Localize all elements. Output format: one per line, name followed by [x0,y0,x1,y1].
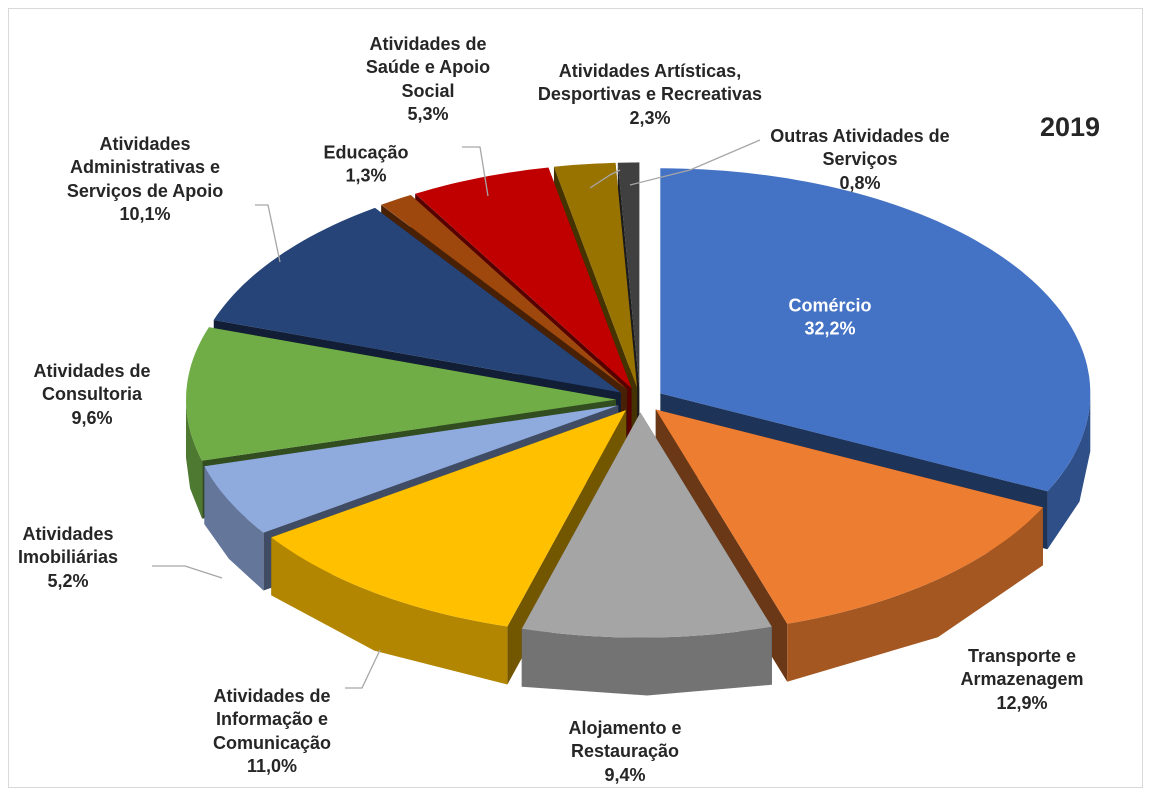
category-label: Educação [323,142,409,163]
slice-label: Atividades de Informação e Comunicação 11… [172,685,372,779]
slice-label: Atividades Artísticas, Desportivas e Rec… [525,60,775,130]
chart-frame [8,8,1143,788]
category-label: Alojamento e Restauração [568,717,682,762]
value-label: 10,1% [119,204,171,225]
leader-line [589,169,621,189]
slice-wall [521,626,772,696]
category-label: Atividades Imobiliárias [17,523,119,568]
slice [660,168,1091,492]
slice-label: Alojamento e Restauração 9,4% [525,717,725,787]
value-label: 12,9% [996,692,1048,713]
value-label: 2,3% [629,107,671,128]
slice-label: Atividades de Saúde e Apoio Social 5,3% [343,33,513,127]
leader-line [345,649,381,689]
category-label: Atividades Artísticas, Desportivas e Rec… [537,60,763,105]
chart-title: 2019 [1040,112,1101,142]
leader-line [152,565,223,579]
category-label: Atividades de Saúde e Apoio Social [365,34,491,101]
value-label: 5,3% [407,104,449,125]
slice-wall [186,399,203,519]
slice-label: Educação 1,3% [306,142,426,189]
slice-wall [204,466,264,591]
category-label: Atividades Administrativas e Serviços de… [66,134,224,201]
leader-line [462,146,489,197]
category-label: Comércio [788,295,872,316]
value-label: 9,4% [604,764,646,785]
slice [655,409,1043,624]
category-label: Atividades de Consultoria [33,360,151,405]
leader-line [629,139,761,186]
slice-wall [271,537,508,685]
value-label: 9,6% [71,407,113,428]
category-label: Outras Atividades de Serviços [770,125,950,170]
slice-label: Transporte e Armazenagem 12,9% [932,645,1112,715]
slice-label: Atividades Administrativas e Serviços de… [30,133,260,227]
slice-label: Outras Atividades de Serviços 0,8% [755,125,965,195]
value-label: 5,2% [47,570,89,591]
slice-label: Atividades Imobiliárias 5,2% [0,523,138,593]
slice [204,405,619,533]
slice [213,207,621,393]
slice [415,167,632,389]
value-label: 0,8% [839,172,881,193]
slice-label: Atividades de Consultoria 9,6% [0,360,187,430]
slice-wall [787,507,1043,682]
slice [186,327,617,461]
slice [521,412,772,638]
slice-label: Comércio 32,2% [730,295,930,342]
category-label: Transporte e Armazenagem [960,645,1084,690]
slice-wall [1047,393,1091,550]
value-label: 32,2% [804,319,856,339]
slice [617,162,640,388]
slice [271,410,626,627]
slice [553,162,638,388]
value-label: 1,3% [345,166,387,186]
slice [381,195,628,390]
leader-line [255,204,281,263]
category-label: Atividades de Informação e Comunicação [212,686,332,753]
value-label: 11,0% [246,756,298,777]
